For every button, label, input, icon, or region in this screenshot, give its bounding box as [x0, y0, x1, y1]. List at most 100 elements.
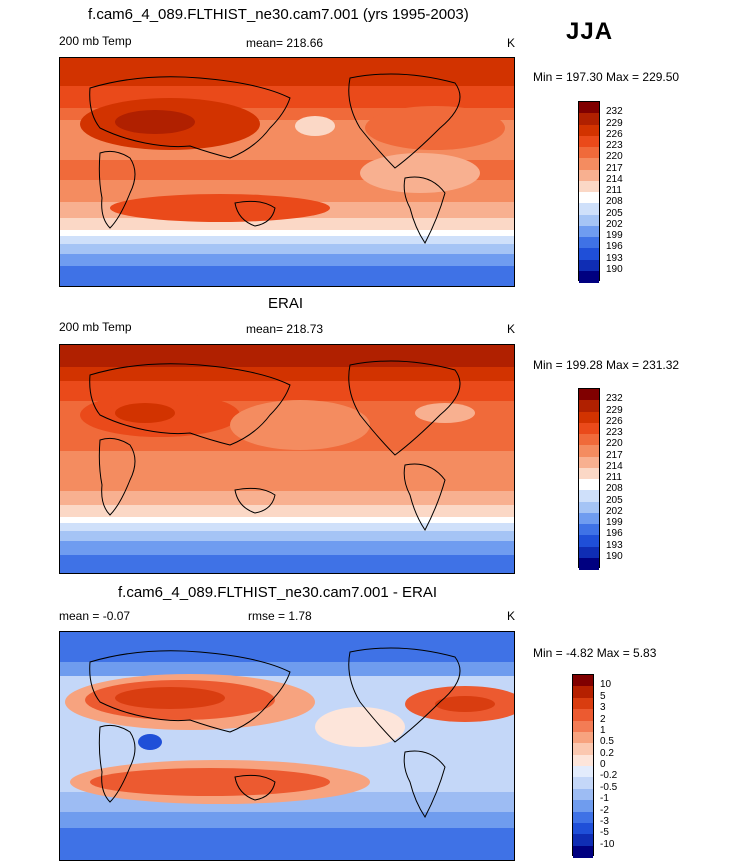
colorbar-tick-label: 10	[600, 679, 612, 691]
colorbar-swatch	[579, 524, 599, 536]
colorbar-tick-label: 5	[600, 690, 606, 702]
colorbar-tick-label: 2	[600, 713, 606, 725]
map1-feature	[295, 116, 335, 136]
colorbar-tick-label: 205	[606, 207, 623, 219]
map1-band	[60, 218, 514, 230]
colorbar-swatch	[573, 777, 593, 790]
map3-feature	[138, 734, 162, 750]
colorbar-swatch	[579, 259, 599, 272]
map1-feature	[360, 153, 480, 193]
colorbar-tick-label: -10	[600, 838, 615, 850]
colorbar-swatch	[579, 456, 599, 469]
colorbar-swatch	[573, 743, 593, 756]
colorbar-tick-label: 208	[606, 483, 623, 495]
panel2-mean-label: mean= 218.73	[246, 322, 324, 336]
season-label: JJA	[566, 18, 614, 45]
map2-band	[60, 345, 514, 367]
colorbar-swatch	[579, 158, 599, 170]
panel1-mean-label: mean= 218.66	[246, 36, 324, 50]
panel3-units-label: K	[507, 609, 516, 623]
map1-band	[60, 254, 514, 266]
map2-band	[60, 523, 514, 531]
colorbar-tick-label: 196	[606, 241, 623, 253]
colorbar-swatch	[573, 800, 593, 812]
colorbar-tick-label: 202	[606, 505, 623, 517]
colorbar-swatch	[579, 102, 599, 114]
colorbar-swatch	[579, 248, 599, 260]
map1-feature	[110, 194, 330, 222]
colorbar-swatch	[573, 766, 593, 778]
colorbar-tick-label: 220	[606, 151, 623, 163]
colorbar-swatch	[579, 490, 599, 502]
colorbar-tick-label: 0.5	[600, 736, 614, 748]
colorbar-tick-label: -1	[600, 793, 609, 805]
map1-feature	[115, 110, 195, 134]
colorbar-tick-label: 226	[606, 128, 623, 140]
panel1-map	[59, 57, 515, 287]
colorbar-tick-label: 0	[600, 759, 606, 770]
panel3-map	[59, 631, 515, 861]
colorbar-tick-label: -3	[600, 815, 609, 827]
panel3-title: f.cam6_4_089.FLTHIST_ne30.cam7.001 - ERA…	[118, 584, 438, 601]
colorbar-tick-label: 229	[606, 404, 623, 416]
colorbar-swatch	[573, 834, 593, 847]
colorbar-swatch	[579, 445, 599, 457]
map3-band	[60, 812, 514, 828]
colorbar-tick-label: 1	[600, 724, 606, 736]
colorbar-swatch	[573, 720, 593, 733]
map3-band	[60, 662, 514, 676]
map2-band	[60, 555, 514, 573]
colorbar-swatch	[573, 675, 593, 687]
colorbar-tick-label: 211	[606, 472, 622, 483]
colorbar-tick-label: 223	[606, 140, 623, 151]
colorbar-swatch	[579, 467, 599, 480]
colorbar-tick-label: 208	[606, 196, 623, 208]
colorbar-tick-label: 199	[606, 230, 623, 241]
colorbar-tick-label: 193	[606, 252, 623, 264]
colorbar-tick-label: 190	[606, 550, 623, 562]
colorbar-swatch	[573, 686, 593, 699]
colorbar-swatch	[579, 389, 599, 401]
panel2-title: ERAI	[268, 295, 304, 312]
map1-band	[60, 266, 514, 286]
colorbar-tick-label: 190	[606, 263, 623, 275]
colorbar-tick-label: 217	[606, 449, 623, 461]
map2-band	[60, 541, 514, 555]
colorbar-swatch	[579, 557, 599, 570]
panel2-range-label: Min = 199.28 Max = 231.32	[533, 358, 680, 372]
colorbar-swatch	[579, 169, 599, 182]
colorbar-swatch	[579, 180, 599, 193]
colorbar-tick-label: 211	[606, 185, 622, 196]
map2-coastlines	[89, 360, 461, 531]
colorbar-swatch	[579, 479, 599, 491]
map3-band	[60, 828, 514, 860]
colorbar-tick-label: 196	[606, 528, 623, 540]
map2-band	[60, 505, 514, 517]
map1-band	[60, 244, 514, 254]
colorbar-tick-label: 214	[606, 173, 623, 185]
map2-feature	[230, 400, 370, 450]
colorbar-swatch	[579, 225, 599, 238]
colorbar-swatch	[573, 754, 593, 767]
panel2-left-label: 200 mb Temp	[59, 320, 132, 334]
colorbar-tick-label: -2	[600, 804, 609, 816]
colorbar-swatch	[573, 731, 593, 744]
colorbar-swatch	[579, 124, 599, 137]
panel3-range-label: Min = -4.82 Max = 5.83	[533, 646, 657, 660]
panel3-colorbar	[572, 674, 594, 858]
panel1-range-label: Min = 197.30 Max = 229.50	[533, 70, 680, 84]
colorbar-tick-label: 232	[606, 106, 623, 118]
colorbar-tick-label: 193	[606, 539, 623, 551]
panel2-units-label: K	[507, 322, 516, 336]
map2-band	[60, 367, 514, 381]
map2-band	[60, 517, 514, 523]
colorbar-swatch	[573, 788, 593, 801]
colorbar-swatch	[579, 203, 599, 215]
panel3-rmse-label: rmse = 1.78	[248, 609, 312, 623]
map3-feature	[115, 687, 225, 709]
colorbar-tick-label: -0.5	[600, 781, 618, 793]
colorbar-tick-label: 205	[606, 494, 623, 506]
colorbar-tick-label: 0.2	[600, 747, 614, 759]
colorbar-swatch	[579, 546, 599, 559]
colorbar-swatch	[579, 147, 599, 159]
